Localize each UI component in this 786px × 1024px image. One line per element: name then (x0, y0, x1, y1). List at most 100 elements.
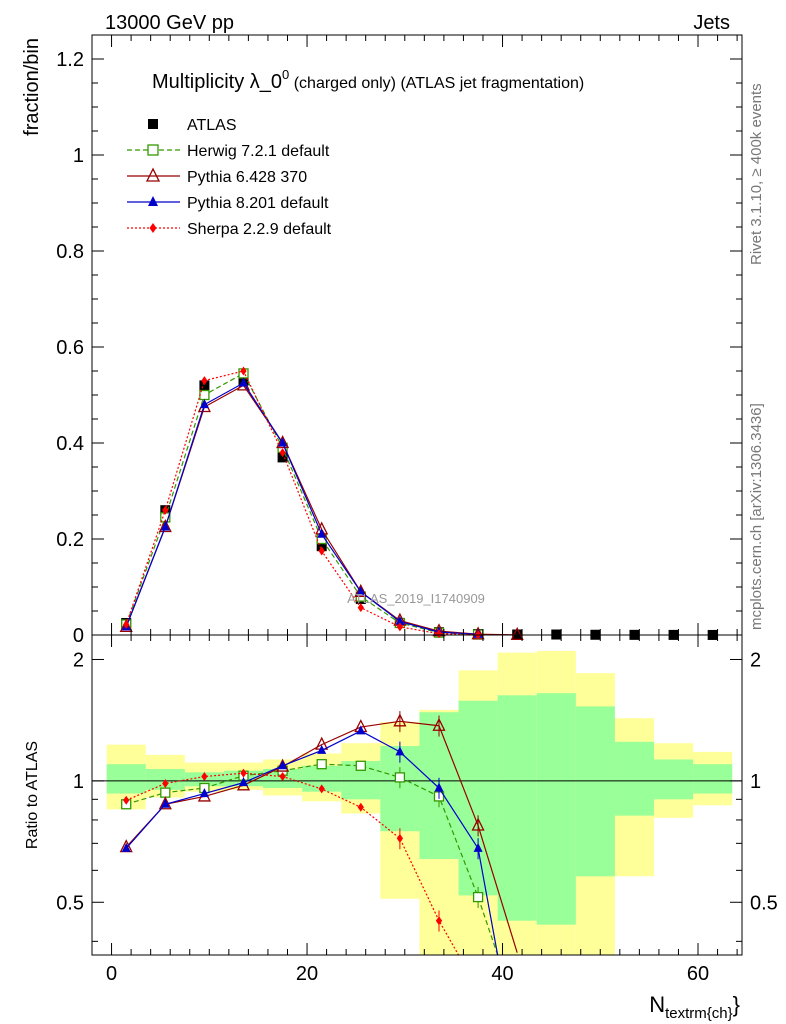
legend: ATLAS Herwig 7.2.1 default Pythia 6.428 37… (127, 117, 332, 238)
ratio-point (435, 916, 443, 926)
legend-label: ATLAS (187, 117, 237, 134)
legend-entry: Pythia 8.201 default (127, 195, 329, 212)
data-point (435, 629, 443, 639)
series-line (125, 382, 479, 635)
ratio-frame (91, 634, 743, 956)
ratio-series-pythia-8-201-default (121, 725, 499, 955)
uncertainty-band-stat (693, 764, 733, 794)
ratio-y-tick-label: 0.5 (56, 892, 84, 914)
data-point (357, 603, 364, 613)
ratio-point (318, 784, 325, 794)
y-tick-label: 0 (73, 625, 84, 647)
y-tick-label: 0.6 (56, 337, 84, 359)
ratio-point (394, 772, 406, 783)
x-tick-label: 20 (296, 963, 318, 985)
legend-marker (148, 119, 158, 129)
ratio-point (160, 798, 170, 808)
ratio-y-tick-label-right: 2 (750, 649, 761, 671)
data-point (277, 452, 288, 463)
legend-label: Sherpa 2.2.9 default (187, 221, 332, 238)
ratio-point (199, 788, 209, 798)
ratio-point (316, 759, 327, 770)
data-point (162, 505, 169, 515)
ratio-point (432, 717, 446, 731)
ratio-y-axis-label: Ratio to ATLAS (24, 741, 41, 849)
data-point (201, 376, 208, 386)
legend-entry: Pythia 6.428 370 (127, 167, 307, 186)
legend-marker (147, 144, 159, 156)
ratio-point (357, 802, 364, 812)
header-right: Jets (693, 12, 730, 34)
x-tick-label: 60 (687, 963, 709, 985)
data-point (395, 616, 405, 626)
ratio-y-tick-label: 1 (73, 771, 84, 793)
ratio-point (162, 779, 169, 789)
y-tick-label: 0.4 (56, 433, 84, 455)
ratio-point (123, 795, 130, 805)
ratio-point (239, 777, 249, 787)
x-axis-label: Ntextrm{ch}} (649, 992, 740, 1022)
data-point (316, 541, 327, 552)
uncertainty-band-stat (575, 706, 615, 877)
ratio-point (396, 833, 404, 843)
ratio-point (356, 725, 366, 735)
mcplots-label: mcplots.cern.ch [arXiv:1306.3436] (748, 403, 765, 630)
y-tick-label: 1.2 (56, 49, 84, 71)
y-tick-label: 1 (73, 145, 84, 167)
ratio-point (160, 787, 171, 798)
data-point (317, 528, 327, 538)
uncertainty-band-stat (654, 759, 694, 800)
ratio-panel: 0.5 0.51 12 20 20 40 60 Ratio to ATLAS Ntextrm… (24, 634, 778, 1022)
ratio-point (240, 768, 247, 778)
analysis-watermark: ATLAS_2019_I1740909 (347, 591, 485, 606)
uncertainty-band-stat (458, 700, 498, 896)
data-point (318, 546, 325, 556)
y-tick-label: 0.2 (56, 529, 84, 551)
uncertainty-band-stat (536, 693, 576, 925)
data-point (160, 521, 170, 531)
legend-label: Pythia 8.201 default (187, 195, 329, 212)
rivet-label: Rivet 3.1.10, ≥ 400k events (748, 83, 765, 265)
chart-title: Multiplicity λ_00 (charged only) (ATLAS … (152, 67, 584, 93)
ratio-y-tick-label-right: 1 (750, 771, 761, 793)
data-point (239, 377, 249, 387)
legend-entry: Sherpa 2.2.9 default (127, 221, 332, 238)
ratio-point (279, 772, 286, 782)
ratio-point (121, 842, 131, 852)
data-point (158, 519, 172, 533)
uncertainty-band-stat (614, 741, 655, 816)
ratio-y-tick-label: 2 (73, 649, 84, 671)
data-point (278, 437, 288, 447)
x-tick-label: 0 (106, 963, 117, 985)
data-point (123, 619, 130, 629)
ratio-point (471, 817, 485, 831)
data-point (356, 586, 366, 596)
header-left: 13000 GeV pp (105, 12, 234, 34)
ratio-point (473, 842, 483, 852)
data-point (510, 626, 524, 641)
ratio-line (125, 772, 460, 955)
ratio-point (472, 891, 484, 903)
ratio-series-sherpa-2-2-9-default (123, 768, 460, 955)
main-panel: 0 0.2 0.4 0.6 0.8 1 1.2 Multiplicity λ_00 (cha… (21, 34, 743, 647)
data-point (199, 380, 210, 391)
data-point (119, 618, 133, 632)
legend-label: Herwig 7.2.1 default (187, 143, 330, 160)
y-tick-label: 0.8 (56, 241, 84, 263)
ratio-y-tick-label-right: 0.5 (750, 892, 778, 914)
data-point (240, 366, 247, 376)
ratio-point (395, 746, 405, 756)
data-point (276, 435, 290, 449)
ratio-point (278, 760, 288, 770)
ratio-point (201, 772, 208, 782)
uncertainty-band-stat (497, 695, 537, 921)
legend-entry: Herwig 7.2.1 default (127, 143, 330, 160)
ratio-point (355, 760, 366, 771)
y-axis-label: fraction/bin (21, 38, 43, 136)
ratio-point (434, 782, 444, 792)
ratio-point (393, 713, 407, 727)
data-point (279, 448, 286, 458)
data-point (199, 399, 209, 409)
uncertainty-band-stat (106, 764, 146, 794)
